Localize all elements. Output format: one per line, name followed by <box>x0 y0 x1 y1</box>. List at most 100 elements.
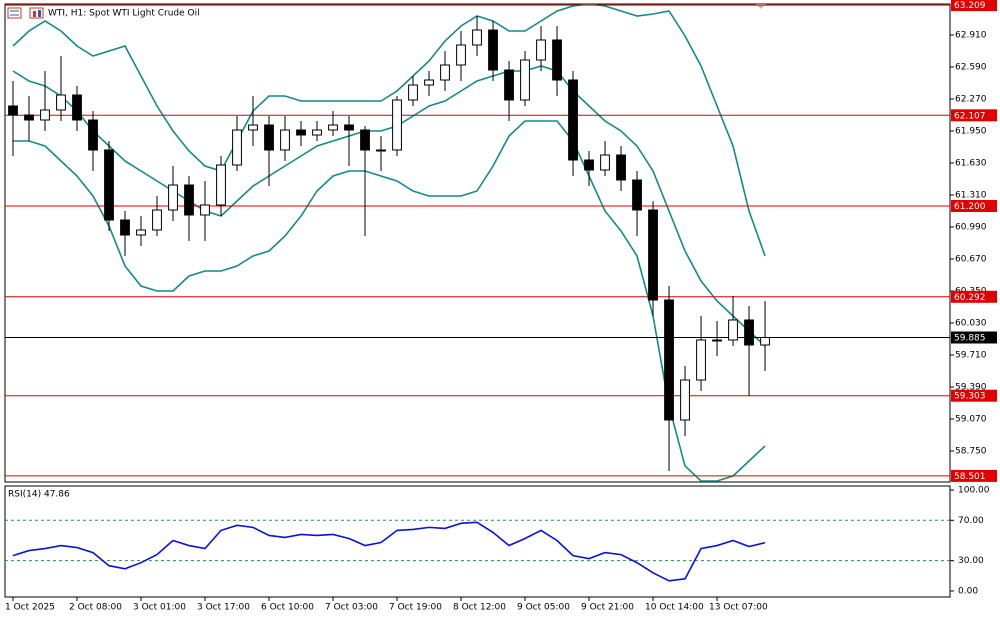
x-tick-label: 7 Oct 19:00 <box>389 603 442 613</box>
candle-body <box>120 219 130 236</box>
candle-body <box>472 29 482 46</box>
candle-body <box>184 184 194 216</box>
level-label-box <box>951 0 997 12</box>
candle-body <box>456 44 466 66</box>
level-label: 63.209 <box>954 1 986 11</box>
candle-body <box>584 159 594 171</box>
candle-body <box>712 339 722 342</box>
candle-body <box>664 299 674 421</box>
x-tick-label: 7 Oct 03:00 <box>325 603 378 613</box>
level-label: 59.885 <box>954 334 986 344</box>
bollinger-lower <box>13 120 766 482</box>
y-tick-label: 61.310 <box>955 191 987 201</box>
rsi-tick-label: 30.00 <box>958 556 984 566</box>
candle-body <box>728 319 738 341</box>
x-tick-label: 8 Oct 12:00 <box>453 603 506 613</box>
bollinger-upper <box>12 4 766 257</box>
candle-body <box>216 164 226 206</box>
rsi-panel <box>4 485 951 598</box>
candle-body <box>232 129 242 166</box>
x-tick-label: 9 Oct 21:00 <box>581 603 634 613</box>
candle-body <box>632 179 642 211</box>
candle-body <box>424 79 434 86</box>
candle-body <box>744 319 754 346</box>
candle-body <box>440 64 450 81</box>
rsi-plot <box>5 519 950 582</box>
rsi-title: RSI(14) 47.86 <box>8 490 70 500</box>
icon-bar <box>33 11 36 17</box>
level-label-box <box>951 331 997 344</box>
level-label-box <box>951 200 997 212</box>
candle-body <box>104 149 114 221</box>
x-tick-label: 1 Oct 2025 <box>5 603 55 613</box>
candle-body <box>312 129 322 136</box>
candle-body <box>136 229 146 236</box>
y-tick-label: 60.030 <box>955 319 987 329</box>
main-plot <box>5 4 950 482</box>
candle-body <box>616 154 626 181</box>
candle-body <box>520 59 530 101</box>
candle-body <box>680 379 690 421</box>
x-tick-label: 13 Oct 07:00 <box>709 603 768 613</box>
level-label: 59.303 <box>954 392 986 402</box>
candle-body <box>152 209 162 231</box>
x-tick-label: 10 Oct 14:00 <box>645 603 704 613</box>
level-label: 60.292 <box>954 293 986 303</box>
rsi-tick-label: 100.00 <box>958 486 990 496</box>
candle-body <box>568 79 578 161</box>
candle-body <box>600 154 610 171</box>
candle-body <box>248 124 258 131</box>
x-tick-label: 3 Oct 17:00 <box>197 603 250 613</box>
candle-body <box>488 29 498 71</box>
y-tick-label: 62.270 <box>955 95 987 105</box>
candle-body <box>408 84 418 101</box>
candle-body <box>552 39 562 81</box>
candle-body <box>648 209 658 301</box>
candle-body <box>24 114 34 121</box>
level-label-box <box>951 389 997 402</box>
candle-body <box>504 69 514 101</box>
y-tick-label: 62.590 <box>955 63 987 73</box>
x-tick-label: 9 Oct 05:00 <box>517 603 570 613</box>
candle-body <box>72 94 82 121</box>
y-tick-label: 59.070 <box>955 415 987 425</box>
rsi-line <box>12 521 766 582</box>
y-tick-label: 61.950 <box>955 127 987 137</box>
bollinger-middle <box>12 65 766 347</box>
x-tick-label: 3 Oct 01:00 <box>133 603 186 613</box>
toolbar-icons[interactable] <box>7 7 44 19</box>
level-label-box <box>951 290 997 303</box>
main-panel <box>4 3 951 483</box>
candle-body <box>280 129 290 151</box>
candle-body <box>696 339 706 381</box>
candle-body <box>344 124 354 131</box>
candle-body <box>200 204 210 216</box>
y-tick-label: 60.670 <box>955 255 987 265</box>
y-tick-label: 61.630 <box>955 159 987 169</box>
candle-body <box>56 94 66 111</box>
icon-list[interactable] <box>7 7 22 19</box>
chart-title: WTI, H1: Spot WTI Light Crude Oil <box>48 9 200 19</box>
level-label: 58.501 <box>954 472 986 482</box>
x-tick-label: 6 Oct 10:00 <box>261 603 314 613</box>
level-label-box <box>951 469 997 482</box>
y-tick-label: 59.390 <box>955 383 987 393</box>
candle-body <box>360 129 370 151</box>
candle-body <box>88 119 98 151</box>
candle-body <box>296 129 306 136</box>
y-tick-label: 59.710 <box>955 351 987 361</box>
y-tick-label: 58.750 <box>955 447 987 457</box>
x-tick-label: 2 Oct 08:00 <box>69 603 122 613</box>
rsi-tick-label: 70.00 <box>958 516 984 526</box>
level-label: 61.200 <box>954 202 986 212</box>
candle-body <box>8 105 18 116</box>
candle-body <box>376 149 386 152</box>
level-label-box <box>951 109 997 122</box>
y-tick-label: 60.990 <box>955 223 987 233</box>
icon-chart[interactable] <box>29 7 44 19</box>
axes: 62.910 62.590 62.270 61.950 61.630 61.310 60.9… <box>5 0 997 613</box>
rsi-tick-label: 0.00 <box>958 586 978 596</box>
candle-body <box>264 124 274 151</box>
